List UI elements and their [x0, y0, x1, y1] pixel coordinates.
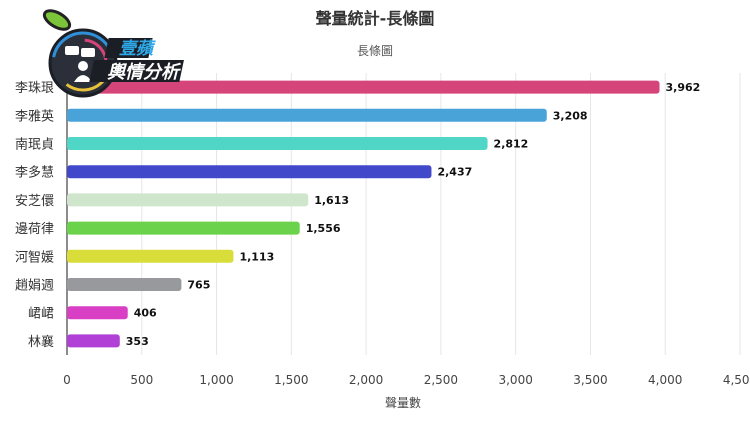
logo-text-line1: 壹蘋 — [119, 39, 156, 59]
bar[interactable] — [67, 306, 128, 320]
brand-logo: 壹蘋 輿情分析 — [42, 9, 184, 98]
x-tick-label: 0 — [63, 373, 71, 387]
data-label: 406 — [134, 307, 157, 320]
bar[interactable] — [67, 108, 547, 122]
bar[interactable] — [67, 165, 432, 179]
bar[interactable] — [67, 249, 234, 263]
data-label: 1,613 — [314, 194, 349, 207]
y-category-label: 李珠珢 — [15, 81, 54, 96]
bar[interactable] — [67, 278, 182, 291]
y-category-label: 李雅英 — [15, 109, 54, 124]
data-label: 1,113 — [239, 250, 274, 263]
y-category-label: 河智媛 — [15, 250, 54, 265]
data-label: 2,812 — [494, 138, 529, 151]
data-label: 765 — [187, 279, 210, 292]
bar[interactable] — [67, 137, 488, 150]
chart-subtitle: 長條圖 — [357, 44, 393, 58]
chart-title: 聲量統計-長條圖 — [316, 9, 435, 28]
data-label: 2,437 — [437, 166, 472, 179]
x-tick-label: 4,500 — [723, 373, 750, 387]
data-label: 3,962 — [666, 81, 701, 94]
x-tick-label: 1,500 — [274, 373, 308, 387]
data-label: 3,208 — [553, 109, 588, 122]
data-label: 353 — [126, 335, 149, 348]
y-category-label: 安芝儇 — [15, 193, 54, 209]
y-category-label: 林襄 — [28, 334, 54, 350]
y-category-label: 邊荷律 — [15, 222, 54, 237]
x-tick-label: 2,000 — [349, 373, 383, 387]
x-tick-label: 3,500 — [573, 373, 607, 387]
bar[interactable] — [67, 334, 120, 348]
bar[interactable] — [67, 221, 300, 235]
y-category-label: 趙娟週 — [15, 278, 54, 294]
y-category-label: 李多慧 — [15, 165, 54, 181]
x-tick-label: 3,000 — [498, 373, 532, 387]
logo-text-line2: 輿情分析 — [107, 62, 182, 83]
bar[interactable] — [67, 80, 660, 94]
x-tick-label: 4,000 — [648, 373, 682, 387]
y-category-label: 南珉貞 — [15, 137, 54, 153]
x-tick-label: 500 — [130, 373, 153, 387]
x-axis-label: 聲量數 — [385, 395, 421, 410]
y-category-label: 峮峮 — [28, 307, 54, 322]
x-tick-label: 1,000 — [199, 373, 233, 387]
x-tick-label: 2,500 — [424, 373, 458, 387]
data-label: 1,556 — [306, 222, 341, 235]
bar[interactable] — [67, 193, 309, 207]
